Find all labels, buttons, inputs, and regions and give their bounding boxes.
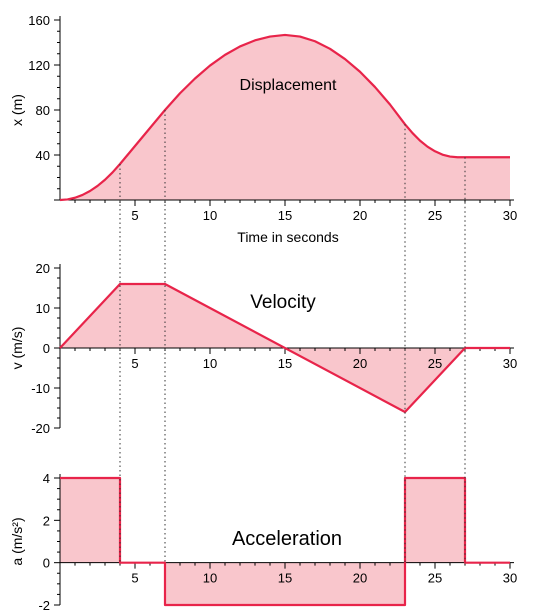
panel-acceleration: 5 10 15 20 25 30 -2 0 2 4 Acceleration a (m/s²) <box>9 471 517 613</box>
y-tick-label: 160 <box>28 13 50 28</box>
x-tick-label: 15 <box>278 571 292 586</box>
x-tick-label: 25 <box>428 208 442 223</box>
y-tick-label: 120 <box>28 58 50 73</box>
x-tick-label: 20 <box>353 571 367 586</box>
x-tick-label: 10 <box>203 356 217 371</box>
y-tick-label: 20 <box>36 261 50 276</box>
y-axis-title: x (m) <box>9 94 25 126</box>
y-tick-label: -10 <box>31 381 50 396</box>
series-line <box>59 282 510 414</box>
y-tick-label: 10 <box>36 301 50 316</box>
panel-displacement: 5 10 15 20 25 30 40 80 120 160 Displacement Time in… <box>9 13 517 245</box>
y-tick-label: 4 <box>43 471 50 486</box>
x-tick-label: 20 <box>353 356 367 371</box>
x-tick-label: 30 <box>503 208 517 223</box>
x-tick-label: 5 <box>131 571 138 586</box>
panel-title: Velocity <box>250 292 316 313</box>
panel-velocity: 5 10 15 20 25 30 -20 -10 0 10 20 Velocity v (m/s) <box>9 261 517 436</box>
x-tick-label: 30 <box>503 571 517 586</box>
x-tick-label: 10 <box>203 208 217 223</box>
series-line <box>59 33 510 202</box>
panel-title: Acceleration <box>232 528 342 550</box>
y-tick-label: 0 <box>43 556 50 571</box>
x-tick-label: 30 <box>503 356 517 371</box>
x-tick-label: 5 <box>131 208 138 223</box>
x-tick-label: 25 <box>428 571 442 586</box>
y-tick-label: -20 <box>31 421 50 436</box>
y-tick-label: 2 <box>43 513 50 528</box>
area-fill <box>60 34 510 201</box>
y-axis-title: a (m/s²) <box>9 517 25 565</box>
x-axis-title: Time in seconds <box>237 229 338 245</box>
x-tick-label: 10 <box>203 571 217 586</box>
y-tick-label: 80 <box>36 103 50 118</box>
x-tick-label: 15 <box>278 356 292 371</box>
panel-title: Displacement <box>240 77 337 94</box>
y-tick-label: -2 <box>38 598 50 613</box>
y-tick-label: 0 <box>43 341 50 356</box>
area-fill <box>60 478 510 605</box>
x-tick-label: 25 <box>428 356 442 371</box>
x-tick-label: 15 <box>278 208 292 223</box>
y-axis-title: v (m/s) <box>9 327 25 370</box>
x-tick-label: 5 <box>131 356 138 371</box>
x-tick-label: 20 <box>353 208 367 223</box>
y-tick-label: 40 <box>36 148 50 163</box>
